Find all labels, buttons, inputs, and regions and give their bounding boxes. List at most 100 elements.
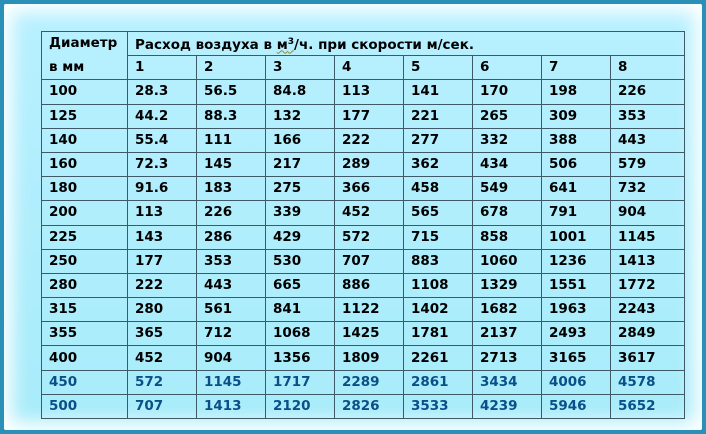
flow-value-cell: 4239 bbox=[472, 393, 542, 420]
flow-value-cell: 1413 bbox=[196, 393, 266, 420]
diameter-cell: 315 bbox=[41, 297, 128, 323]
flow-value-cell: 1356 bbox=[265, 345, 335, 371]
diameter-cell: 250 bbox=[41, 248, 128, 274]
diameter-header-line1: Диаметр bbox=[41, 30, 128, 56]
diameter-cell: 450 bbox=[41, 369, 128, 395]
flow-unit-sup: 3 bbox=[287, 36, 295, 47]
table-row: 400 452 904 1356 1809 2261 2713 3165 3617 bbox=[41, 345, 686, 371]
flow-value-cell: 2493 bbox=[541, 321, 611, 347]
flow-value-cell: 1068 bbox=[265, 321, 335, 347]
table-row: 315 280 561 841 1122 1402 1682 1963 2243 bbox=[41, 297, 686, 323]
diameter-cell: 100 bbox=[41, 79, 128, 105]
flow-value-cell: 904 bbox=[609, 200, 686, 226]
flow-value-cell: 2861 bbox=[403, 369, 473, 395]
flow-value-cell: 2849 bbox=[609, 321, 686, 347]
table-row: 200 113 226 339 452 565 678 791 904 bbox=[41, 200, 686, 226]
flow-value-cell: 641 bbox=[541, 176, 611, 202]
flow-prefix: Расход воздуха в bbox=[135, 36, 273, 53]
flow-value-cell: 665 bbox=[265, 272, 335, 299]
header-row-1: Диаметр Расход воздуха в м3/ч. при скоро… bbox=[41, 30, 686, 57]
flow-value-cell: 707 bbox=[334, 248, 404, 274]
flow-value-cell: 286 bbox=[196, 224, 266, 250]
flow-value-cell: 145 bbox=[196, 151, 266, 178]
flow-value-cell: 88.3 bbox=[196, 103, 266, 129]
flow-value-cell: 1551 bbox=[541, 272, 611, 299]
flow-value-cell: 222 bbox=[127, 272, 197, 299]
flow-value-cell: 226 bbox=[196, 200, 266, 226]
flow-value-cell: 339 bbox=[265, 200, 335, 226]
table-body: 100 28.3 56.5 84.8 113 141 170 198 226 125 44.2 88.… bbox=[41, 79, 686, 420]
flow-value-cell: 166 bbox=[265, 127, 335, 153]
flow-value-cell: 2120 bbox=[265, 393, 335, 420]
flow-value-cell: 365 bbox=[127, 321, 197, 347]
flow-value-cell: 217 bbox=[265, 151, 335, 178]
flow-value-cell: 265 bbox=[472, 103, 542, 129]
flow-value-cell: 886 bbox=[334, 272, 404, 299]
flow-value-cell: 530 bbox=[265, 248, 335, 274]
table-row: 100 28.3 56.5 84.8 113 141 170 198 226 bbox=[41, 79, 686, 105]
flow-value-cell: 712 bbox=[196, 321, 266, 347]
flow-value-cell: 91.6 bbox=[127, 176, 197, 202]
flow-value-cell: 1329 bbox=[472, 272, 542, 299]
flow-unit: м3 bbox=[277, 37, 294, 53]
flow-value-cell: 565 bbox=[403, 200, 473, 226]
diameter-cell: 400 bbox=[41, 345, 128, 371]
diameter-cell: 180 bbox=[41, 176, 128, 202]
speed-header-cell: 5 bbox=[403, 55, 473, 81]
flow-value-cell: 1772 bbox=[609, 272, 686, 299]
flow-value-cell: 549 bbox=[472, 176, 542, 202]
flow-value-cell: 2826 bbox=[334, 393, 404, 420]
speed-header-cell: 1 bbox=[127, 55, 197, 81]
flow-value-cell: 434 bbox=[472, 151, 542, 178]
flow-value-cell: 1122 bbox=[334, 297, 404, 323]
flow-value-cell: 452 bbox=[127, 345, 197, 371]
flow-value-cell: 3434 bbox=[472, 369, 542, 395]
flow-value-cell: 732 bbox=[609, 176, 686, 202]
flow-value-cell: 707 bbox=[127, 393, 197, 420]
flow-value-cell: 1809 bbox=[334, 345, 404, 371]
flow-value-cell: 1145 bbox=[609, 224, 686, 250]
flow-value-cell: 1717 bbox=[265, 369, 335, 395]
flow-value-cell: 3617 bbox=[609, 345, 686, 371]
flow-value-cell: 366 bbox=[334, 176, 404, 202]
diameter-cell: 225 bbox=[41, 224, 128, 250]
flow-value-cell: 198 bbox=[541, 79, 611, 105]
flow-value-cell: 141 bbox=[403, 79, 473, 105]
table-row: 280 222 443 665 886 1108 1329 1551 1772 bbox=[41, 272, 686, 299]
flow-value-cell: 2261 bbox=[403, 345, 473, 371]
flow-value-cell: 72.3 bbox=[127, 151, 197, 178]
flow-value-cell: 458 bbox=[403, 176, 473, 202]
flow-value-cell: 1001 bbox=[541, 224, 611, 250]
flow-value-cell: 5652 bbox=[609, 393, 686, 420]
flow-value-cell: 506 bbox=[541, 151, 611, 178]
flow-value-cell: 44.2 bbox=[127, 103, 197, 129]
flow-value-cell: 841 bbox=[265, 297, 335, 323]
flow-value-cell: 388 bbox=[541, 127, 611, 153]
flow-value-cell: 1425 bbox=[334, 321, 404, 347]
speed-header-cell: 7 bbox=[541, 55, 611, 81]
flow-value-cell: 113 bbox=[127, 200, 197, 226]
flow-value-cell: 177 bbox=[127, 248, 197, 274]
flow-value-cell: 56.5 bbox=[196, 79, 266, 105]
flow-value-cell: 113 bbox=[334, 79, 404, 105]
flow-value-cell: 28.3 bbox=[127, 79, 197, 105]
flow-value-cell: 132 bbox=[265, 103, 335, 129]
flow-value-cell: 715 bbox=[403, 224, 473, 250]
flow-value-cell: 353 bbox=[196, 248, 266, 274]
diameter-cell: 200 bbox=[41, 200, 128, 226]
table-row: 180 91.6 183 275 366 458 549 641 732 bbox=[41, 176, 686, 202]
flow-value-cell: 3533 bbox=[403, 393, 473, 420]
flow-value-cell: 111 bbox=[196, 127, 266, 153]
flow-value-cell: 2713 bbox=[472, 345, 542, 371]
flow-value-cell: 170 bbox=[472, 79, 542, 105]
diameter-cell: 500 bbox=[41, 393, 128, 420]
flow-value-cell: 678 bbox=[472, 200, 542, 226]
flow-value-cell: 883 bbox=[403, 248, 473, 274]
flow-rate-header: Расход воздуха в м3/ч. при скорости м/се… bbox=[126, 30, 686, 57]
flow-value-cell: 84.8 bbox=[265, 79, 335, 105]
flow-value-cell: 3165 bbox=[541, 345, 611, 371]
flow-value-cell: 572 bbox=[127, 369, 197, 395]
flow-value-cell: 443 bbox=[196, 272, 266, 299]
flow-value-cell: 2243 bbox=[609, 297, 686, 323]
